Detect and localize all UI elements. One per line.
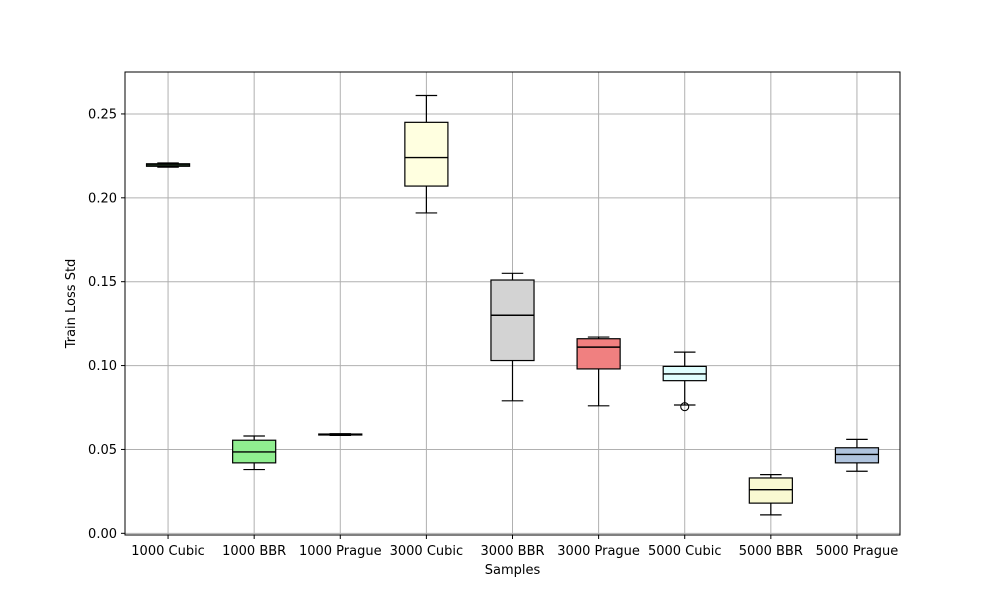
x-tick-label: 5000 Cubic <box>648 544 722 559</box>
box-1000-prague <box>318 433 363 436</box>
box-1000-cubic <box>145 162 191 168</box>
box-1000-bbr <box>232 435 277 471</box>
box-iqr <box>490 279 535 362</box>
box-3000-cubic <box>404 94 449 214</box>
y-tick-label: 0.20 <box>88 191 117 206</box>
x-tick-label: 5000 BBR <box>739 544 803 559</box>
x-tick-label: 1000 Prague <box>299 544 382 559</box>
x-tick-label: 1000 Cubic <box>131 544 205 559</box>
ticks: 0.00 0.05 0.10 0.15 0.20 0.25 1000 Cubic 1000 B… <box>88 107 898 559</box>
y-tick-label: 0.00 <box>88 527 117 542</box>
box-iqr <box>748 477 793 504</box>
box-iqr <box>834 447 880 464</box>
x-tick-label: 3000 BBR <box>480 544 544 559</box>
box-3000-bbr <box>490 272 535 402</box>
y-tick-label: 0.05 <box>88 443 117 458</box>
outlier-point <box>680 402 690 412</box>
x-tick-label: 3000 Cubic <box>390 544 464 559</box>
y-tick-label: 0.15 <box>88 275 117 290</box>
x-tick-label: 3000 Prague <box>557 544 640 559</box>
y-tick-label: 0.25 <box>88 107 117 122</box>
x-tick-label: 5000 Prague <box>816 544 899 559</box>
y-tick-label: 0.10 <box>88 359 117 374</box>
box-iqr <box>404 121 449 187</box>
box-5000-prague <box>834 438 880 472</box>
boxes <box>145 94 880 516</box>
box-5000-bbr <box>748 474 793 516</box>
x-axis-label: Samples <box>485 563 541 578</box>
y-axis-label: Train Loss Std <box>64 259 79 350</box>
box-iqr <box>576 338 621 370</box>
box-3000-prague <box>576 336 621 407</box>
x-tick-label: 1000 BBR <box>222 544 286 559</box>
box-5000-cubic <box>662 351 707 412</box>
